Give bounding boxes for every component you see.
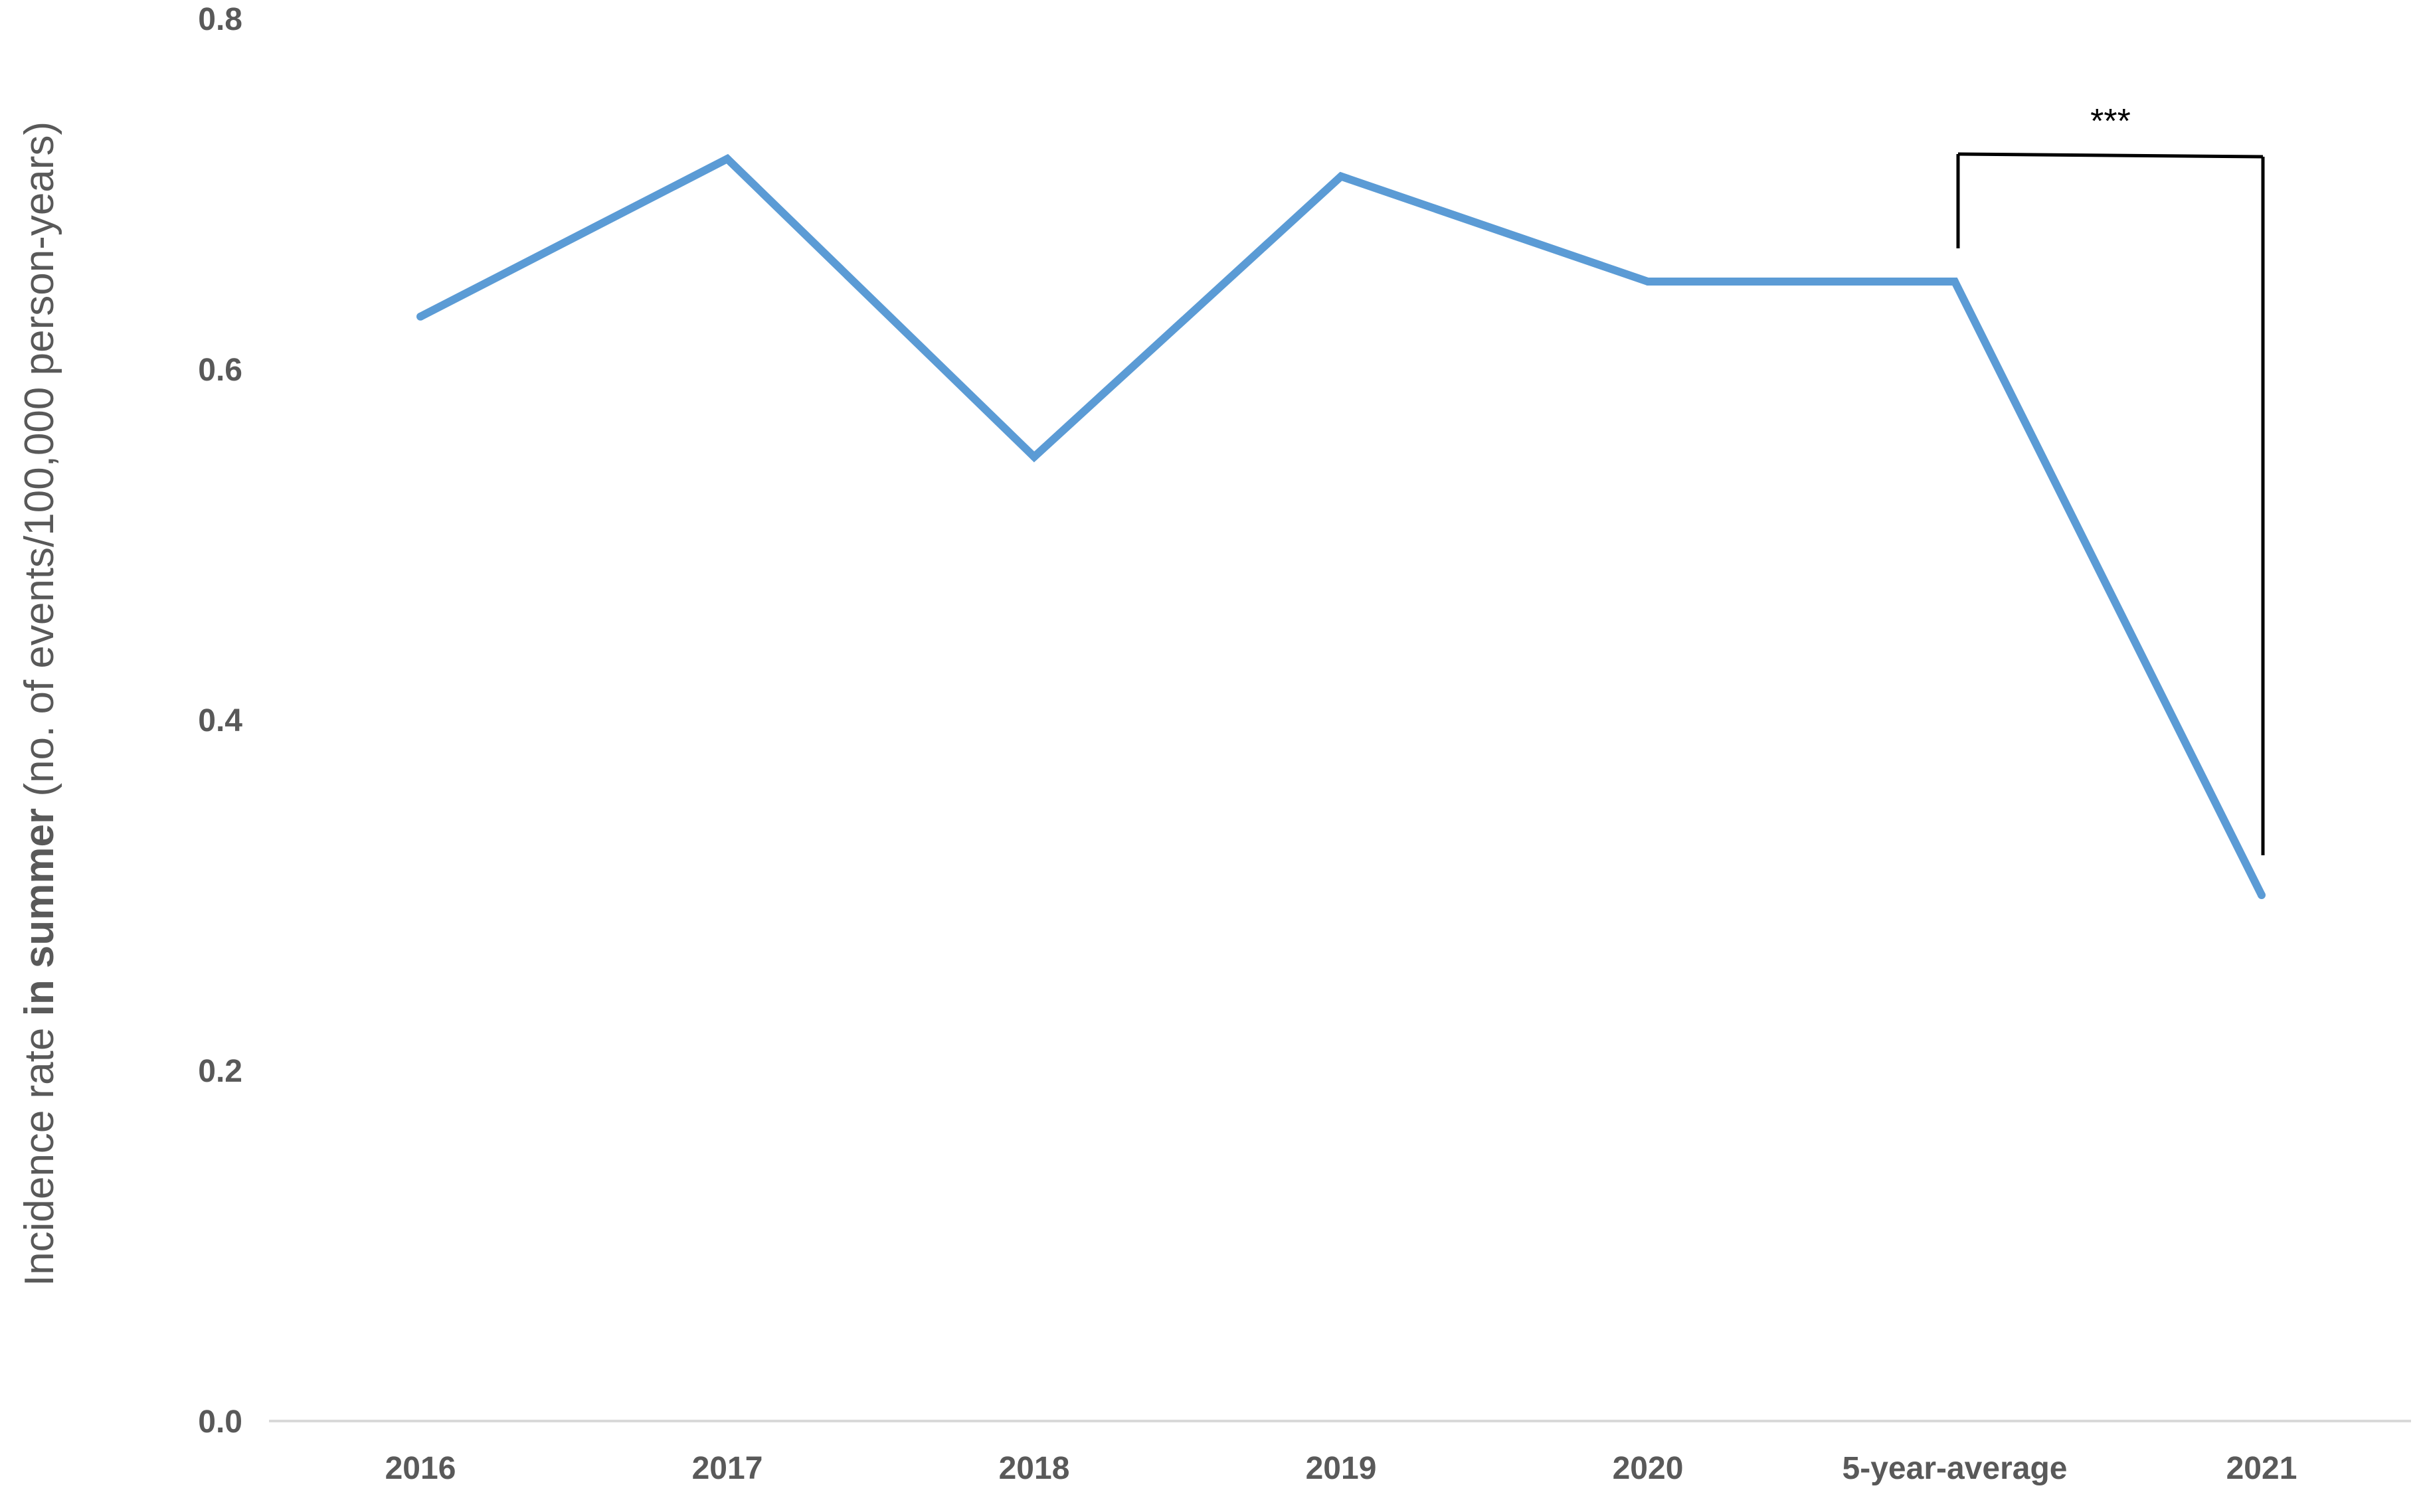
data-point	[416, 312, 424, 321]
y-tick-label: 0.6	[198, 353, 242, 388]
data-point	[1030, 453, 1038, 461]
svg-text:Incidence rate in summer (no.: Incidence rate in summer (no. of events/…	[17, 122, 62, 1286]
data-point	[723, 155, 731, 163]
y-tick-label: 0.0	[198, 1404, 242, 1440]
y-axis-title-part-2: in summer	[17, 808, 62, 1017]
series-line	[418, 153, 2266, 897]
data-point	[1337, 172, 1345, 181]
significance-bracket	[1956, 152, 2265, 855]
y-axis-title: Incidence rate in summer (no. of events/…	[17, 122, 62, 1286]
x-tick-label: 5-year-average	[1842, 1451, 2068, 1486]
y-tick-labels: 0.0 0.2 0.4 0.6 0.8	[198, 2, 242, 1440]
x-tick-label: 2019	[1306, 1451, 1377, 1486]
y-tick-label: 0.8	[198, 2, 242, 37]
x-tick-label: 2016	[385, 1451, 456, 1486]
data-point	[2258, 891, 2266, 899]
data-point	[1644, 278, 1652, 286]
x-tick-label: 2020	[1613, 1451, 1684, 1486]
bracket-top-bar	[1957, 152, 2264, 159]
x-tick-label: 2017	[692, 1451, 763, 1486]
y-tick-label: 0.2	[198, 1054, 242, 1089]
significance-stars: ***	[2090, 102, 2131, 141]
data-point	[1951, 278, 1959, 286]
x-tick-labels: 2016 2017 2018 2019 2020 5-year-average 2021	[385, 1451, 2297, 1486]
y-axis-title-part-3: (no. of events/100,000 person-years)	[17, 122, 62, 808]
x-tick-label: 2018	[999, 1451, 1070, 1486]
y-axis-title-part-1: Incidence rate	[17, 1016, 62, 1286]
data-points	[416, 155, 2266, 899]
x-tick-label: 2021	[2226, 1451, 2297, 1486]
y-tick-label: 0.4	[198, 703, 242, 738]
